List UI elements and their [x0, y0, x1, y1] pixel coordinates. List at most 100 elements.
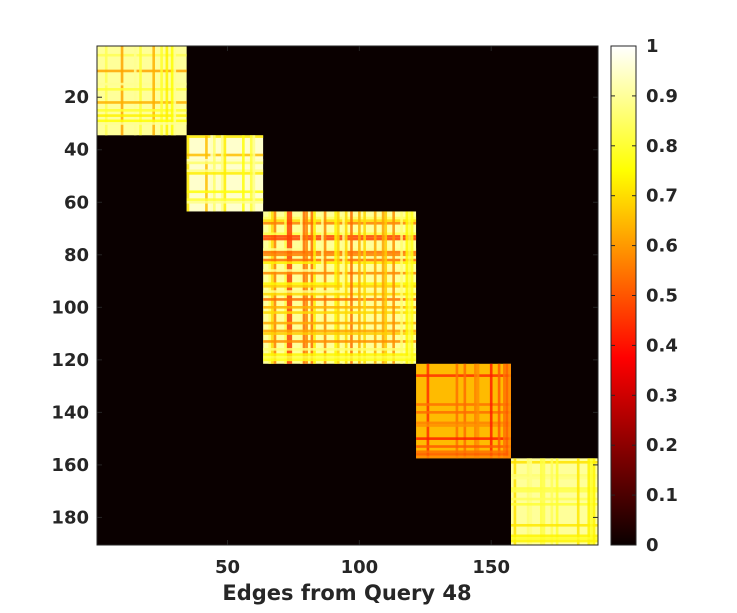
heatmap-stripe-row [97, 88, 187, 91]
heatmap-stripe-row [186, 190, 264, 194]
heatmap-stripe-row [97, 122, 187, 125]
heatmap-stripe-row [416, 455, 511, 459]
colorbar-tick-label: 0 [646, 535, 659, 556]
heatmap-stripe-row [97, 114, 187, 117]
heatmap-stripe-col [152, 46, 156, 136]
heatmap-stripe-row [510, 523, 598, 527]
heatmap-stripe-col [170, 46, 174, 136]
heatmap-stripe-row [416, 424, 511, 427]
y-tick-label: 20 [64, 87, 89, 108]
y-tick-label: 80 [64, 245, 89, 266]
y-tick-label: 180 [51, 507, 89, 528]
heatmap-stripe-col [476, 363, 480, 459]
heatmap-stripe-col [139, 46, 142, 136]
heatmap-stripe-row [97, 69, 187, 73]
heatmap-stripe-col [587, 458, 591, 545]
heatmap-stripe-col [120, 46, 124, 136]
heatmap-stripe-row [510, 497, 598, 501]
heatmap-stripe-row [416, 445, 511, 448]
heatmap-stripe-col [497, 363, 501, 459]
heatmap-stripe-row [263, 358, 417, 362]
heatmap-stripe-col [592, 458, 596, 545]
heatmap-stripe-row [416, 437, 511, 440]
heatmap-stripe-row [97, 109, 187, 112]
heatmap-stripe-col [542, 458, 546, 545]
heatmap-stripe-row [510, 474, 598, 477]
colorbar-tick-label: 0.7 [646, 186, 678, 207]
heatmap-stripe-row [416, 411, 511, 414]
x-axis-title: Edges from Query 48 [222, 581, 471, 605]
heatmap-stripe-row [186, 198, 264, 201]
heatmap-stripe-col [392, 211, 395, 364]
heatmap-stripe-col [249, 135, 253, 212]
heatmap-stripe-row [416, 421, 511, 425]
heatmap-stripe-col [408, 211, 411, 364]
heatmap-stripe-row [263, 298, 417, 301]
heatmap-stripe-col [474, 363, 477, 459]
colorbar [610, 45, 637, 546]
y-axis-ticks: 20 40 60 80 100 120 140 160 180 [51, 87, 598, 528]
heatmap-stripe-col [384, 211, 388, 364]
heatmap-stripe-row [263, 353, 417, 356]
heatmap-stripe-col [173, 46, 177, 136]
heatmap-stripe-row [416, 450, 511, 454]
heatmap-stripe-row [510, 460, 598, 464]
heatmap-stripe-row [263, 355, 417, 359]
heatmap-stripe-row [510, 489, 598, 493]
heatmap-stripe-col [410, 211, 414, 364]
heatmap-stripe-col [133, 46, 137, 136]
heatmap-stripe-col [160, 46, 163, 136]
heatmap-stripe-row [510, 537, 598, 540]
heatmap-stripe-col [252, 135, 256, 212]
heatmap-stripe-col [242, 135, 245, 212]
colorbar-tick-label: 0.9 [646, 86, 678, 107]
heatmap-stripe-col [350, 211, 353, 364]
heatmap-stripe-col [165, 46, 169, 136]
heatmap-stripe-row [263, 311, 417, 314]
heatmap-stripe-col [342, 211, 345, 364]
heatmap-stripe-row [263, 292, 417, 296]
heatmap-stripe-row [510, 539, 598, 543]
heatmap-stripe-row [263, 321, 417, 325]
heatmap-stripe-row [186, 172, 264, 175]
heatmap-stripe-col [576, 458, 580, 545]
heatmap-block-5 [510, 458, 598, 545]
heatmap-stripe-row [510, 487, 598, 490]
heatmap-stripe-col [550, 458, 554, 545]
y-tick-label: 60 [64, 192, 89, 213]
heatmap-stripe-row [97, 53, 187, 57]
heatmap-stripe-col [104, 46, 108, 136]
colorbar-tick-label: 0.5 [646, 286, 678, 307]
heatmap-stripe-row [263, 284, 417, 288]
heatmap-stripe-row [186, 200, 264, 204]
heatmap-stripe-col [529, 458, 533, 545]
heatmap-matrix [97, 46, 598, 545]
heatmap-stripe-col [358, 211, 361, 364]
heatmap-stripe-row [510, 476, 598, 480]
colorbar-tick-label: 0.4 [646, 335, 678, 356]
x-tick-label: 50 [215, 557, 240, 578]
heatmap-stripe-col [381, 211, 385, 364]
colorbar-tick-label: 1 [646, 36, 659, 57]
colorbar-tick-label: 0.6 [646, 236, 678, 257]
heatmap-stripe-col [505, 363, 509, 459]
heatmap-stripe-row [510, 534, 598, 538]
heatmap-stripe-col [373, 211, 377, 364]
heatmap-stripe-col [363, 211, 366, 364]
heatmap-stripe-col [400, 211, 403, 364]
heatmap-stripe-row [263, 348, 417, 351]
y-tick-label: 160 [51, 455, 89, 476]
heatmap-stripe-col [508, 363, 511, 459]
heatmap-stripe-col [513, 458, 517, 545]
colorbar-ticks: 0 0.1 0.2 0.3 0.4 0.5 0.6 0.7 0.8 0.9 1 [611, 36, 678, 556]
heatmap-stripe-row [263, 329, 417, 333]
heatmap-stripe-col [489, 363, 493, 459]
y-tick-label: 100 [51, 297, 89, 318]
x-axis-ticks: 50 100 150 [215, 46, 510, 578]
colorbar-tick-label: 0.2 [646, 435, 678, 456]
heatmap-stripe-row [263, 340, 417, 343]
heatmap-stripe-row [263, 306, 417, 309]
x-tick-label: 150 [472, 557, 510, 578]
heatmap-stripe-col [503, 363, 506, 459]
